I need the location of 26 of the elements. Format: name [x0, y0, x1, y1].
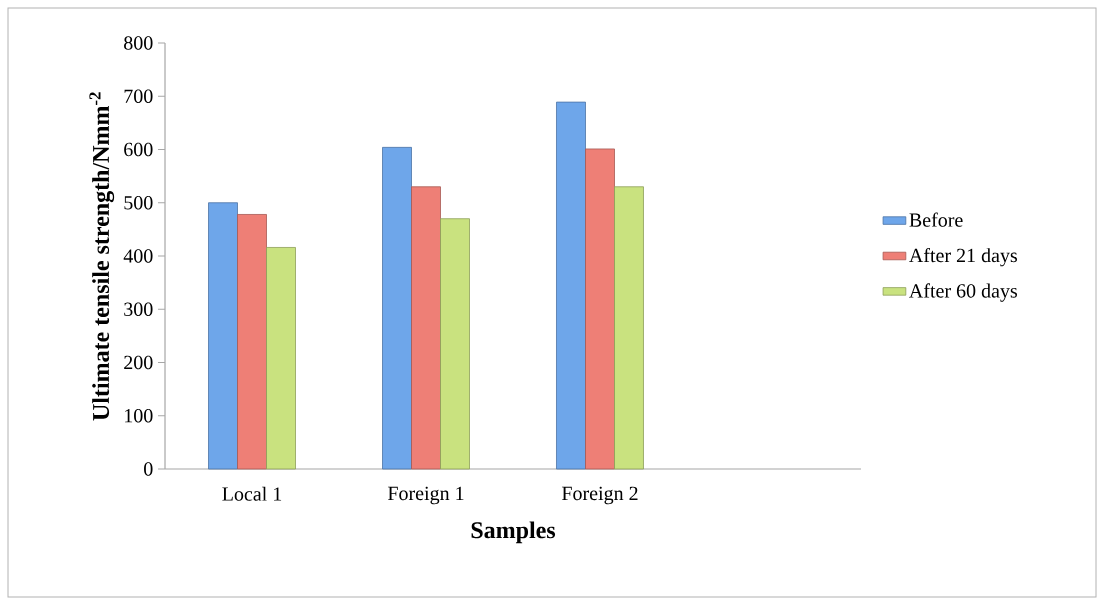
y-axis-title: Ultimate tensile strength/Nmm$^{-2}$ — [89, 92, 115, 421]
bar — [208, 202, 238, 470]
bar — [266, 247, 296, 470]
y-tick-label: 100 — [125, 408, 153, 423]
legend-label: Before — [909, 212, 963, 227]
y-tick-label: 400 — [123, 249, 153, 263]
y-tick-label: 800 — [124, 36, 153, 50]
y-tick-label: 700 — [124, 89, 153, 103]
y-tick-label: 600 — [124, 142, 153, 157]
y-tick-label: 0 — [144, 462, 153, 476]
x-tick-label: Foreign 1 — [387, 486, 464, 505]
bar — [382, 146, 412, 470]
y-tick-label: 200 — [124, 355, 153, 370]
legend-label: After 60 days — [909, 283, 1017, 302]
x-tick-label: Foreign 2 — [561, 486, 638, 505]
y-tick-label: 300 — [124, 302, 153, 316]
legend-label: After 21 days — [909, 247, 1017, 267]
bar — [411, 186, 441, 470]
bar — [440, 218, 470, 470]
bar — [556, 101, 586, 470]
bar — [614, 186, 644, 470]
x-axis-title: Samples — [471, 521, 556, 544]
y-tick-label: 500 — [124, 195, 153, 210]
bar — [585, 148, 615, 470]
x-tick-label: Local 1 — [222, 486, 282, 501]
bar — [237, 214, 267, 470]
